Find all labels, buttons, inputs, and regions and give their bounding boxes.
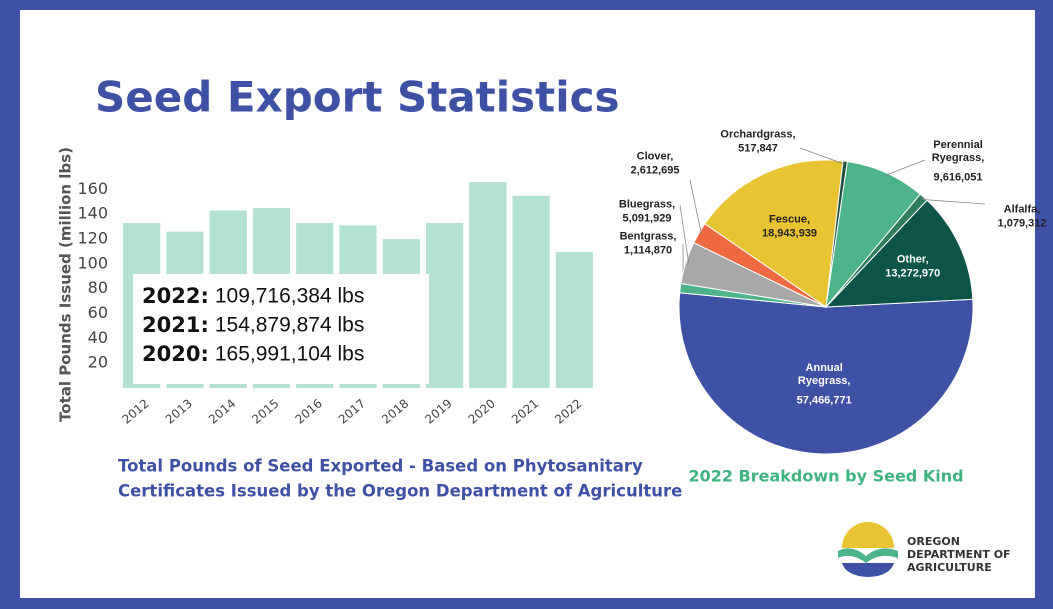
slice-value: 517,847 [738, 142, 778, 155]
bar [555, 251, 593, 388]
y-tick-label: 100 [77, 253, 108, 272]
caption: Certificates Issued by the Oregon Depart… [118, 482, 682, 501]
annotation-label: 2020: [142, 342, 209, 366]
bar [512, 195, 550, 388]
leader-line [679, 204, 690, 264]
logo [838, 522, 898, 577]
slice-value: 1,079,312 [997, 217, 1047, 230]
slide-title: Seed Export Statistics [95, 73, 620, 122]
y-tick-label: 40 [88, 328, 108, 347]
logo-base [842, 563, 894, 577]
logo-wave [838, 548, 898, 563]
slice-label: Bentgrass, [619, 230, 677, 243]
annotation-text: 165,991,104 lbs [215, 343, 364, 366]
slice-label: Perennial Ryegrass, [931, 139, 985, 164]
slice-value: 18,943,939 [762, 227, 818, 240]
slice-value: 9,616,051 [933, 171, 983, 184]
slice-label: Clover, [636, 150, 674, 163]
slice-label: Alfalfa, [1003, 203, 1041, 216]
slice-value: 1,114,870 [623, 244, 673, 257]
annotation-text: 109,716,384 lbs [215, 285, 364, 308]
annotation-label: 2021: [142, 313, 209, 337]
slice-value: 2,612,695 [630, 164, 680, 177]
leader-line [884, 159, 926, 176]
logo-text: OREGON [907, 535, 960, 548]
y-tick-label: 160 [77, 179, 108, 198]
y-tick-label: 140 [77, 204, 108, 223]
slice-label: Annual Ryegrass, [797, 361, 851, 387]
annotation-text: 154,879,874 lbs [215, 314, 364, 337]
y-tick-label: 120 [77, 229, 108, 248]
annotation-label: 2022: [142, 284, 209, 308]
slice-label: Orchardgrass, [720, 128, 796, 141]
leader-line [689, 179, 702, 235]
slice-label: Fescue, [769, 213, 811, 226]
pie-slice [704, 159, 844, 308]
y-tick-label: 80 [88, 278, 108, 297]
slice-value: 13,272,970 [885, 267, 941, 280]
slice-label: Other, [896, 253, 929, 266]
leader-line [799, 147, 845, 165]
pie-slice [825, 160, 922, 309]
pie-title: 2022 Breakdown by Seed Kind [688, 467, 963, 486]
y-axis-label: Total Pounds Issued (million lbs) [57, 147, 75, 422]
slice-value: 57,466,771 [796, 394, 852, 407]
pie-slice [824, 199, 974, 308]
bar [469, 181, 507, 388]
y-tick-label: 60 [88, 303, 108, 322]
caption: Total Pounds of Seed Exported - Based on… [118, 457, 643, 476]
logo-text: DEPARTMENT OF [907, 548, 1011, 561]
slice-value: 5,091,929 [622, 212, 672, 225]
slice-label: Bluegrass, [618, 198, 676, 211]
logo-text: AGRICULTURE [907, 561, 992, 574]
pie-slice [678, 292, 974, 455]
annotation-box [133, 274, 429, 384]
y-tick-label: 20 [88, 353, 108, 372]
logo-sun [842, 522, 894, 548]
leader-line [921, 199, 986, 205]
bar [425, 222, 464, 388]
